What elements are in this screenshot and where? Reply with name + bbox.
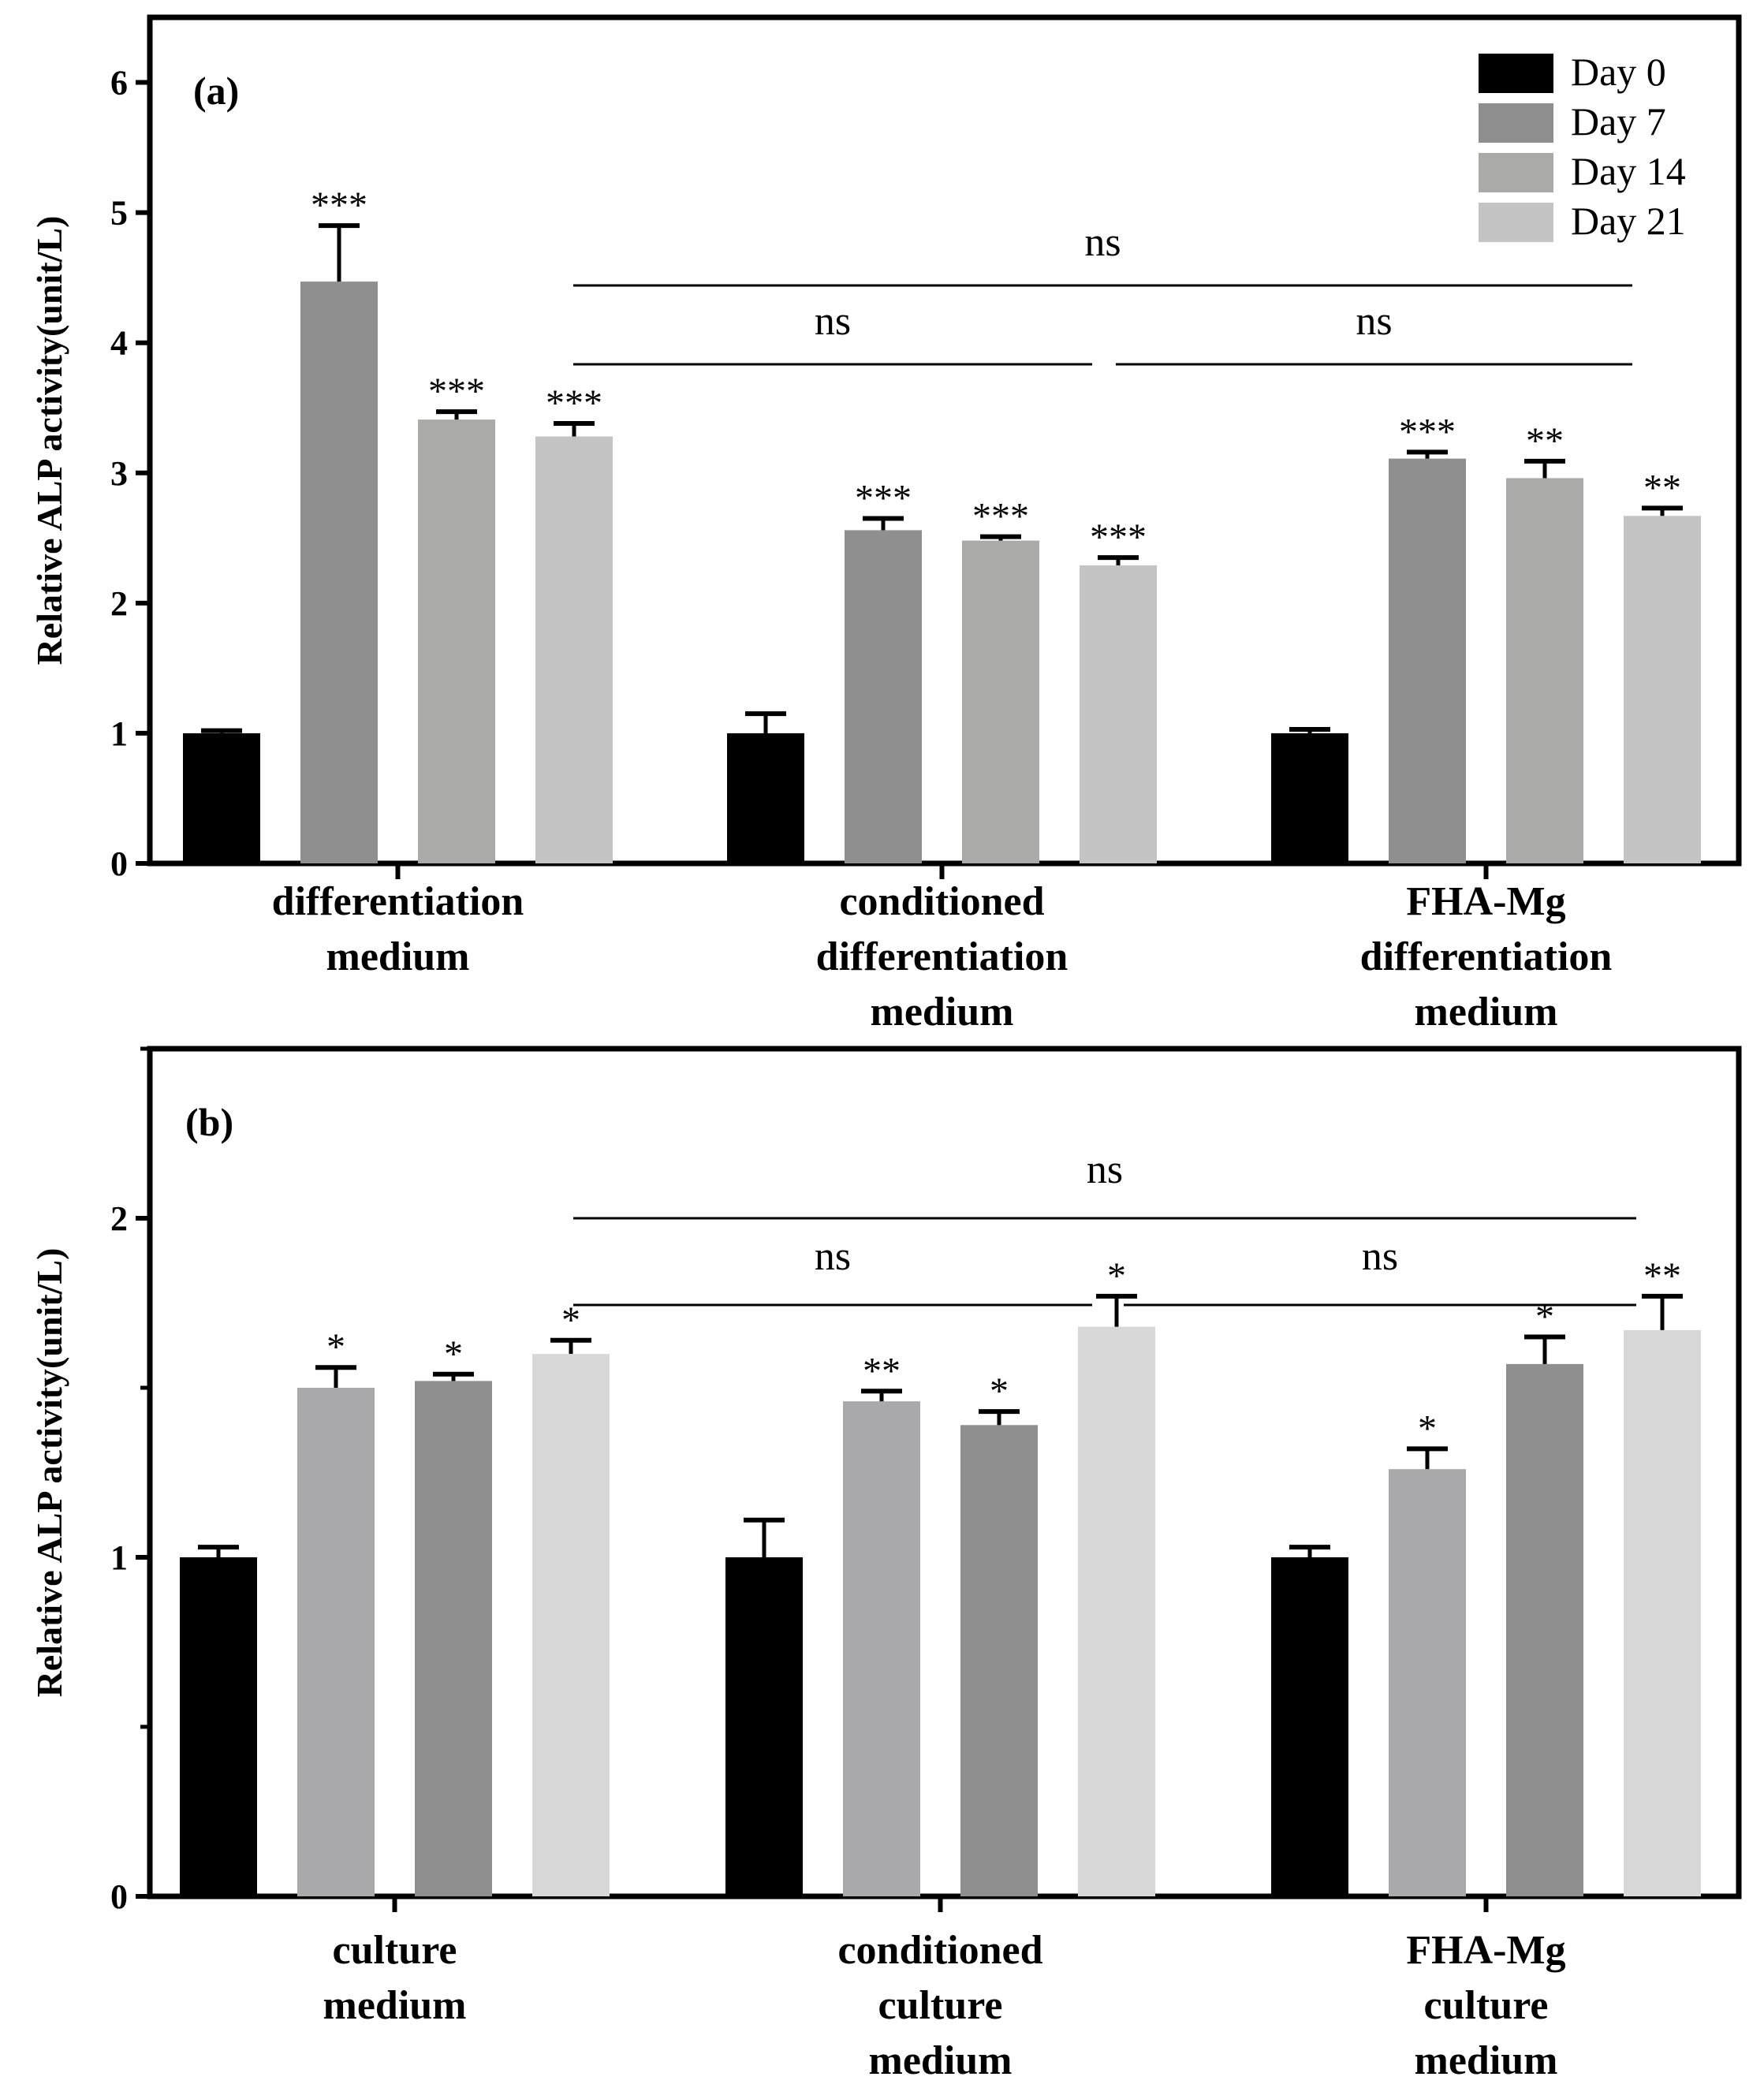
significance-stars: *** bbox=[855, 478, 912, 520]
y-tick-label: 0 bbox=[110, 844, 128, 883]
y-tick-label: 5 bbox=[110, 194, 128, 233]
bar bbox=[300, 281, 378, 863]
legend-swatch bbox=[1479, 203, 1553, 242]
legend-label: Day 14 bbox=[1571, 149, 1686, 193]
bar bbox=[845, 530, 922, 863]
bar bbox=[535, 436, 613, 863]
significance-stars: * bbox=[444, 1333, 463, 1375]
y-tick-label: 2 bbox=[110, 584, 128, 623]
legend-label: Day 21 bbox=[1571, 199, 1686, 243]
bar bbox=[297, 1388, 375, 1896]
bar bbox=[415, 1381, 492, 1896]
legend-swatch bbox=[1479, 54, 1553, 93]
significance-stars: *** bbox=[311, 185, 367, 226]
significance-label: ns bbox=[1087, 1147, 1123, 1192]
category-label: medium bbox=[1415, 990, 1558, 1035]
legend-swatch bbox=[1479, 103, 1553, 143]
bar bbox=[418, 419, 495, 863]
significance-stars: * bbox=[1418, 1407, 1437, 1449]
category-label: differentiation bbox=[816, 934, 1068, 979]
bar bbox=[1389, 458, 1466, 863]
category-label: FHA-Mg bbox=[1406, 879, 1565, 924]
significance-stars: *** bbox=[972, 496, 1029, 538]
category-label: conditioned bbox=[837, 1928, 1042, 1973]
panel-letter: (a) bbox=[193, 69, 239, 113]
significance-label: ns bbox=[815, 299, 851, 344]
bar bbox=[1271, 1557, 1348, 1896]
significance-label: ns bbox=[1084, 220, 1121, 265]
significance-stars: * bbox=[1107, 1255, 1126, 1297]
significance-stars: * bbox=[1535, 1296, 1554, 1338]
category-label: medium bbox=[323, 1983, 467, 2028]
category-label: differentiation bbox=[272, 879, 524, 924]
panel-a-chart: 0 1 2 3 4 5 6 Relative ALP activity(unit/L) (a) *… bbox=[29, 14, 1742, 1035]
category-label: culture bbox=[1424, 1983, 1549, 2028]
significance-stars: * bbox=[326, 1326, 345, 1368]
category-label: medium bbox=[869, 2038, 1013, 2083]
legend-swatch bbox=[1479, 153, 1553, 192]
category-label: medium bbox=[326, 934, 470, 979]
category-label: medium bbox=[871, 990, 1014, 1035]
legend-label: Day 7 bbox=[1571, 99, 1666, 144]
y-tick-label: 1 bbox=[110, 1538, 128, 1577]
bar bbox=[843, 1401, 920, 1896]
bar bbox=[1506, 1363, 1583, 1896]
bar bbox=[1078, 1326, 1155, 1896]
legend-label: Day 0 bbox=[1571, 50, 1666, 94]
category-label: culture bbox=[333, 1928, 457, 1973]
category-label: conditioned bbox=[839, 879, 1044, 924]
bar bbox=[725, 1557, 803, 1896]
significance-stars: ** bbox=[863, 1350, 901, 1392]
significance-stars: ** bbox=[1643, 1255, 1681, 1297]
plot-frame bbox=[147, 14, 1742, 867]
bar bbox=[1080, 565, 1157, 863]
bar bbox=[962, 540, 1039, 863]
y-axis-title: Relative ALP activity(unit/L) bbox=[29, 1248, 69, 1698]
bar bbox=[1624, 1329, 1701, 1896]
bar bbox=[960, 1425, 1038, 1896]
significance-stars: ** bbox=[1526, 420, 1564, 462]
category-label: medium bbox=[1415, 2038, 1558, 2083]
bar bbox=[180, 1557, 257, 1896]
significance-label: ns bbox=[815, 1234, 851, 1279]
category-label: differentiation bbox=[1360, 934, 1613, 979]
significance-stars: * bbox=[990, 1370, 1009, 1412]
bar bbox=[532, 1354, 610, 1896]
y-tick-label: 3 bbox=[110, 454, 128, 493]
bar bbox=[1624, 516, 1701, 863]
significance-stars: * bbox=[561, 1299, 580, 1341]
y-tick-label: 0 bbox=[110, 1877, 128, 1916]
y-tick-label: 2 bbox=[110, 1199, 128, 1238]
significance-stars: ** bbox=[1643, 467, 1681, 509]
significance-label: ns bbox=[1362, 1234, 1398, 1279]
bar bbox=[183, 733, 260, 863]
y-axis-title: Relative ALP activity(unit/L) bbox=[29, 216, 69, 665]
y-tick-label: 1 bbox=[110, 714, 128, 753]
bar bbox=[1271, 733, 1348, 863]
panel-letter: (b) bbox=[185, 1100, 233, 1144]
bar bbox=[1389, 1469, 1466, 1896]
bar bbox=[1506, 478, 1583, 863]
significance-stars: *** bbox=[1399, 411, 1456, 453]
y-tick-label: 4 bbox=[110, 324, 128, 363]
significance-stars: *** bbox=[428, 371, 485, 412]
plot-frame bbox=[147, 1046, 1742, 1900]
significance-label: ns bbox=[1356, 299, 1392, 344]
category-label: culture bbox=[878, 1983, 1003, 2028]
y-tick-label: 6 bbox=[110, 64, 128, 103]
significance-stars: *** bbox=[1090, 516, 1147, 558]
category-label: FHA-Mg bbox=[1406, 1928, 1565, 1973]
significance-stars: *** bbox=[546, 382, 602, 424]
bar bbox=[727, 733, 804, 863]
